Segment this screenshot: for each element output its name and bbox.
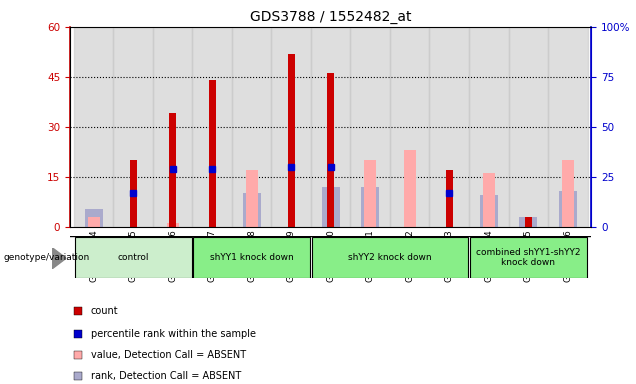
Text: rank, Detection Call = ABSENT: rank, Detection Call = ABSENT bbox=[91, 371, 241, 381]
Bar bbox=[88, 217, 100, 227]
Bar bbox=[272, 27, 311, 227]
Bar bbox=[74, 237, 191, 278]
Bar bbox=[232, 27, 272, 227]
Bar bbox=[559, 190, 577, 227]
Bar bbox=[193, 27, 232, 227]
Bar bbox=[429, 27, 469, 227]
Bar bbox=[446, 170, 453, 227]
Text: genotype/variation: genotype/variation bbox=[3, 253, 90, 262]
Bar bbox=[287, 53, 294, 227]
Bar bbox=[470, 237, 587, 278]
Text: shYY1 knock down: shYY1 knock down bbox=[210, 253, 294, 262]
Bar bbox=[404, 150, 416, 227]
Bar bbox=[243, 193, 261, 227]
Bar bbox=[509, 27, 548, 227]
Bar bbox=[562, 160, 574, 227]
Bar bbox=[193, 237, 310, 278]
Bar bbox=[85, 209, 102, 227]
Bar bbox=[483, 173, 495, 227]
Bar bbox=[548, 27, 588, 227]
Bar bbox=[311, 27, 350, 227]
Polygon shape bbox=[52, 248, 66, 269]
Title: GDS3788 / 1552482_at: GDS3788 / 1552482_at bbox=[250, 10, 411, 25]
Bar bbox=[167, 223, 179, 227]
Bar bbox=[520, 217, 537, 227]
Text: control: control bbox=[118, 253, 149, 262]
Bar bbox=[169, 113, 176, 227]
Bar bbox=[364, 160, 376, 227]
Bar bbox=[153, 27, 193, 227]
Bar bbox=[74, 27, 113, 227]
Bar bbox=[113, 27, 153, 227]
Text: percentile rank within the sample: percentile rank within the sample bbox=[91, 329, 256, 339]
Bar bbox=[525, 217, 532, 227]
Bar bbox=[469, 27, 509, 227]
Bar bbox=[350, 27, 390, 227]
Bar bbox=[327, 73, 335, 227]
Bar bbox=[245, 170, 258, 227]
Bar bbox=[322, 187, 340, 227]
Text: shYY2 knock down: shYY2 knock down bbox=[348, 253, 432, 262]
Bar bbox=[361, 187, 379, 227]
Bar bbox=[312, 237, 468, 278]
Bar bbox=[390, 27, 429, 227]
Text: value, Detection Call = ABSENT: value, Detection Call = ABSENT bbox=[91, 350, 246, 360]
Bar bbox=[209, 80, 216, 227]
Text: combined shYY1-shYY2
knock down: combined shYY1-shYY2 knock down bbox=[476, 248, 581, 267]
Text: count: count bbox=[91, 306, 118, 316]
Bar bbox=[480, 195, 497, 227]
Bar bbox=[130, 160, 137, 227]
